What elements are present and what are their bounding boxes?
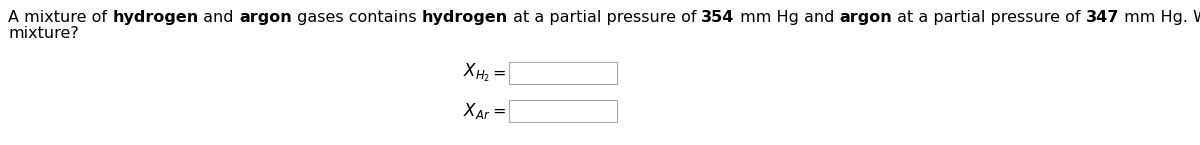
Text: =: = <box>492 104 505 118</box>
Text: A mixture of: A mixture of <box>8 10 112 25</box>
Text: $X_{H_2}$: $X_{H_2}$ <box>463 62 490 84</box>
Text: at a partial pressure of: at a partial pressure of <box>892 10 1086 25</box>
Text: =: = <box>492 66 505 80</box>
Bar <box>509 62 617 84</box>
Bar <box>509 100 617 122</box>
Text: argon: argon <box>239 10 292 25</box>
Text: mm Hg and: mm Hg and <box>734 10 839 25</box>
Text: mixture?: mixture? <box>8 26 79 41</box>
Text: 354: 354 <box>701 10 734 25</box>
Text: argon: argon <box>839 10 892 25</box>
Text: gases contains: gases contains <box>292 10 421 25</box>
Text: at a partial pressure of: at a partial pressure of <box>508 10 701 25</box>
Text: hydrogen: hydrogen <box>112 10 198 25</box>
Text: and: and <box>198 10 239 25</box>
Text: mm Hg. What is the mole fraction of each gas in the: mm Hg. What is the mole fraction of each… <box>1120 10 1200 25</box>
Text: hydrogen: hydrogen <box>421 10 508 25</box>
Text: $X_{Ar}$: $X_{Ar}$ <box>462 101 490 121</box>
Text: 347: 347 <box>1086 10 1120 25</box>
